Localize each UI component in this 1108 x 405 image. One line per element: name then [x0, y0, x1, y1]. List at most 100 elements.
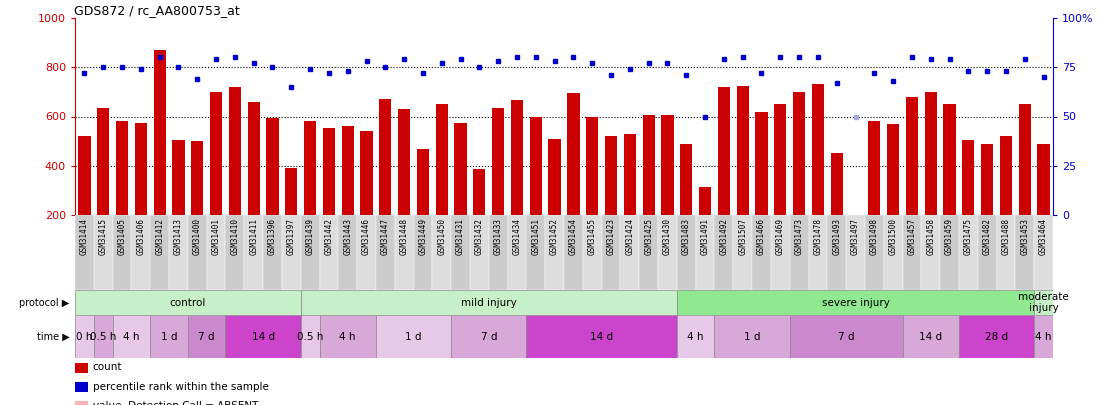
Text: GSM31411: GSM31411	[249, 218, 258, 255]
Text: percentile rank within the sample: percentile rank within the sample	[93, 382, 268, 392]
Text: 4 h: 4 h	[339, 332, 356, 341]
Bar	[75, 315, 94, 358]
Text: GSM31482: GSM31482	[983, 218, 992, 255]
Bar	[925, 92, 937, 215]
Bar	[906, 97, 919, 215]
Text: GSM31452: GSM31452	[550, 218, 560, 255]
Bar	[996, 215, 1015, 290]
Text: GDS872 / rc_AA800753_at: GDS872 / rc_AA800753_at	[74, 4, 239, 17]
Bar	[281, 215, 300, 290]
Bar	[903, 315, 958, 358]
Bar	[624, 134, 636, 215]
Text: GSM31431: GSM31431	[456, 218, 465, 255]
Bar	[680, 144, 692, 215]
Text: mild injury: mild injury	[461, 298, 516, 307]
Bar	[850, 215, 862, 251]
Bar	[173, 140, 185, 215]
Bar	[715, 315, 790, 358]
Bar	[75, 215, 94, 290]
Bar	[869, 122, 881, 215]
Text: GSM31396: GSM31396	[268, 218, 277, 255]
Bar	[135, 123, 147, 215]
Text: 4 h: 4 h	[123, 332, 140, 341]
Bar	[677, 215, 696, 290]
Text: GSM31401: GSM31401	[212, 218, 220, 255]
Bar	[435, 104, 448, 215]
Bar	[790, 315, 903, 358]
Bar	[263, 215, 281, 290]
Text: 14 d: 14 d	[252, 332, 275, 341]
Text: GSM31454: GSM31454	[568, 218, 578, 255]
Text: time ▶: time ▶	[37, 332, 70, 341]
Bar	[192, 141, 204, 215]
Text: 0.5 h: 0.5 h	[90, 332, 116, 341]
Text: GSM31413: GSM31413	[174, 218, 183, 255]
Bar	[771, 215, 790, 290]
Bar	[98, 108, 110, 215]
Text: GSM31497: GSM31497	[851, 218, 860, 255]
Bar	[847, 215, 865, 290]
Bar	[884, 215, 903, 290]
Bar	[548, 139, 561, 215]
Bar	[774, 104, 787, 215]
Text: 0.5 h: 0.5 h	[297, 332, 324, 341]
Text: GSM31434: GSM31434	[513, 218, 522, 255]
Text: GSM31414: GSM31414	[80, 218, 89, 255]
Text: GSM31405: GSM31405	[117, 218, 126, 255]
Text: 4 h: 4 h	[687, 332, 704, 341]
Bar	[605, 136, 617, 215]
Text: 7 d: 7 d	[838, 332, 854, 341]
Text: 14 d: 14 d	[920, 332, 942, 341]
Bar	[564, 215, 583, 290]
Text: GSM31442: GSM31442	[325, 218, 334, 255]
Bar	[790, 215, 809, 290]
Bar	[300, 315, 319, 358]
Bar	[1018, 104, 1030, 215]
Bar	[79, 136, 91, 215]
Bar	[1034, 290, 1053, 315]
Bar	[209, 92, 223, 215]
Bar	[489, 215, 507, 290]
Bar	[413, 215, 432, 290]
Bar	[602, 215, 620, 290]
Bar	[958, 215, 977, 290]
Bar	[586, 117, 598, 215]
Bar	[113, 215, 132, 290]
Text: GSM31433: GSM31433	[494, 218, 503, 255]
Text: protocol ▶: protocol ▶	[19, 298, 70, 307]
Bar	[583, 215, 602, 290]
Text: severe injury: severe injury	[821, 298, 890, 307]
Text: GSM31466: GSM31466	[757, 218, 766, 255]
Text: GSM31439: GSM31439	[306, 218, 315, 255]
Bar	[207, 215, 225, 290]
Bar	[639, 215, 658, 290]
Bar	[244, 215, 263, 290]
Text: GSM31453: GSM31453	[1020, 218, 1029, 255]
Bar	[511, 100, 523, 215]
Bar	[228, 87, 240, 215]
Text: 4 h: 4 h	[1035, 332, 1051, 341]
Bar	[903, 215, 922, 290]
Text: 1 d: 1 d	[743, 332, 760, 341]
Bar	[658, 215, 677, 290]
Bar	[170, 215, 188, 290]
Bar	[360, 131, 372, 215]
Bar	[319, 315, 376, 358]
Text: GSM31430: GSM31430	[663, 218, 671, 255]
Bar	[941, 215, 958, 290]
Text: GSM31498: GSM31498	[870, 218, 879, 255]
Text: GSM31507: GSM31507	[738, 218, 747, 255]
Bar	[981, 144, 993, 215]
Text: GSM31448: GSM31448	[400, 218, 409, 255]
Text: GSM31449: GSM31449	[419, 218, 428, 255]
Bar	[75, 290, 300, 315]
Bar	[470, 215, 489, 290]
Bar	[1034, 315, 1053, 358]
Bar	[943, 104, 956, 215]
Text: GSM31397: GSM31397	[287, 218, 296, 255]
Bar	[1037, 144, 1049, 215]
Text: GSM31450: GSM31450	[438, 218, 447, 255]
Bar	[756, 111, 768, 215]
Text: GSM31500: GSM31500	[889, 218, 897, 255]
Text: GSM31491: GSM31491	[700, 218, 709, 255]
